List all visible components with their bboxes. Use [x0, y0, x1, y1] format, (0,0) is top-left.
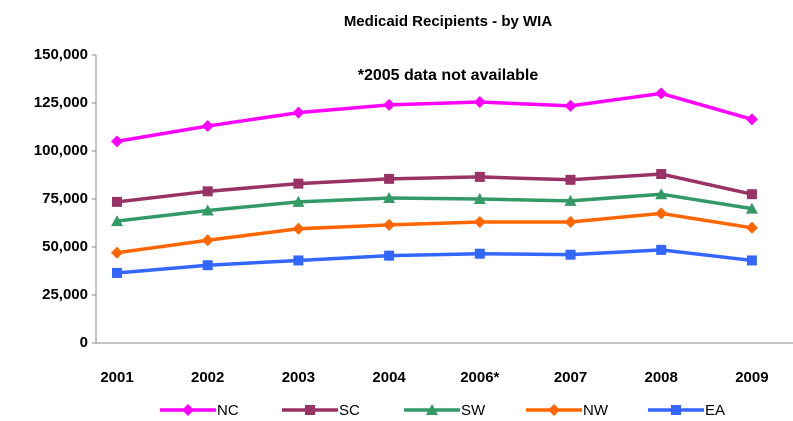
- y-tick-label: 0: [80, 334, 88, 351]
- x-tick-label: 2003: [282, 369, 315, 386]
- y-tick-label: 150,000: [34, 46, 88, 63]
- marker: [292, 106, 305, 119]
- marker: [655, 87, 668, 100]
- marker: [112, 267, 122, 278]
- y-tick-label: 75,000: [42, 190, 88, 207]
- legend-label: SW: [461, 402, 486, 419]
- marker: [111, 135, 123, 148]
- marker: [201, 120, 214, 133]
- annotation: *2005 data not available: [358, 67, 539, 84]
- series-line: [116, 192, 753, 223]
- marker: [202, 260, 213, 271]
- marker: [474, 248, 485, 259]
- marker: [656, 244, 667, 255]
- x-tick-label: 2006*: [460, 369, 499, 386]
- x-tick-label: 2001: [100, 369, 133, 386]
- x-tick-label: 2002: [191, 369, 224, 386]
- marker: [292, 195, 305, 207]
- marker: [745, 202, 758, 214]
- marker: [671, 405, 681, 415]
- marker: [745, 113, 758, 126]
- marker: [383, 98, 396, 111]
- series-line: [116, 248, 753, 275]
- marker: [292, 222, 305, 235]
- x-tick-label: 2007: [554, 369, 587, 386]
- y-tick-label: 50,000: [42, 238, 88, 255]
- marker: [564, 194, 577, 206]
- marker: [305, 405, 315, 415]
- marker: [565, 249, 576, 260]
- marker: [746, 189, 757, 200]
- marker: [655, 207, 668, 220]
- legend-label: NC: [217, 402, 239, 419]
- legend-label: NW: [583, 402, 609, 419]
- marker: [426, 404, 438, 415]
- x-tick-label: 2009: [735, 369, 768, 386]
- marker: [112, 196, 122, 207]
- marker: [384, 250, 395, 261]
- marker: [293, 178, 304, 189]
- marker: [564, 99, 577, 112]
- marker: [473, 96, 486, 109]
- legend-label: EA: [705, 402, 725, 419]
- marker: [202, 186, 213, 197]
- series-line: [116, 211, 753, 255]
- series-line: [116, 172, 753, 204]
- y-tick-label: 125,000: [34, 94, 88, 111]
- marker: [293, 255, 304, 266]
- marker: [474, 171, 485, 182]
- marker: [473, 193, 486, 204]
- marker: [548, 404, 560, 416]
- y-tick-label: 100,000: [34, 142, 88, 159]
- marker: [746, 255, 757, 266]
- marker: [201, 204, 214, 216]
- marker: [201, 234, 214, 247]
- series-line: [116, 91, 753, 144]
- marker: [111, 215, 123, 227]
- marker: [745, 221, 758, 234]
- legend-label: SC: [339, 402, 360, 419]
- x-tick-label: 2008: [645, 369, 678, 386]
- x-tick-label: 2004: [372, 369, 406, 386]
- marker: [655, 188, 668, 200]
- marker: [383, 192, 396, 204]
- chart-title: Medicaid Recipients - by WIA: [344, 13, 553, 30]
- marker: [473, 216, 486, 229]
- y-tick-label: 25,000: [42, 286, 88, 303]
- marker: [182, 404, 194, 416]
- marker: [565, 174, 576, 185]
- marker: [656, 169, 667, 180]
- marker: [383, 218, 396, 231]
- marker: [111, 246, 123, 259]
- marker: [384, 173, 395, 184]
- marker: [564, 216, 577, 229]
